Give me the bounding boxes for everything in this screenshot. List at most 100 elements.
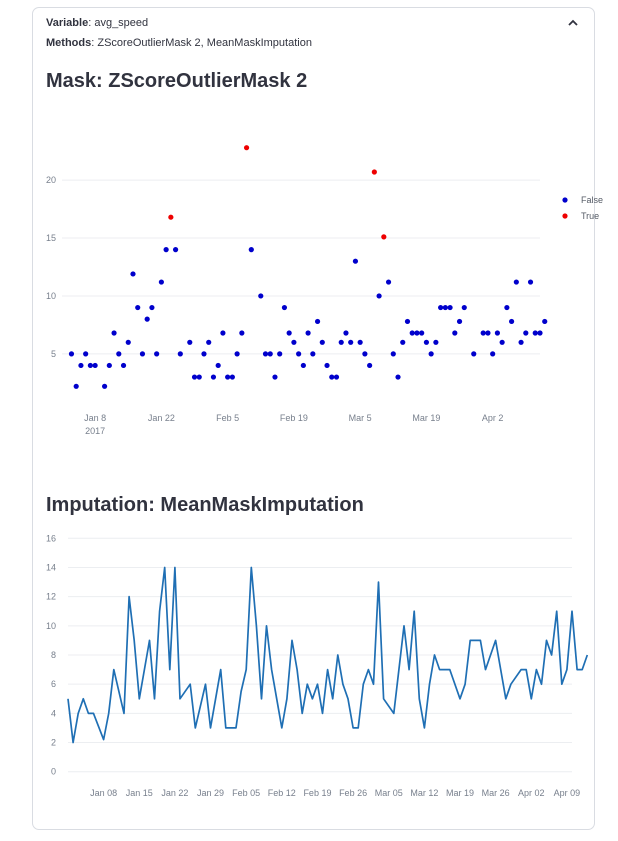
scatter-point-false (348, 339, 354, 345)
scatter-point-false (258, 293, 264, 299)
scatter-x-tick-label: Mar 5 (349, 413, 372, 423)
variable-line: Variable: avg_speed (46, 17, 149, 29)
scatter-point-false (442, 304, 448, 311)
variable-value: avg_speed (94, 17, 149, 29)
line-x-tick-label: Mar 05 (375, 788, 403, 798)
scatter-point-false (509, 318, 515, 325)
scatter-point-false (532, 330, 538, 336)
scatter-point-false (78, 362, 84, 369)
scatter-y-tick-label: 10 (46, 291, 56, 301)
scatter-point-false (206, 339, 212, 345)
scatter-point-false (272, 374, 278, 380)
scatter-x-tick-label: Apr 2 (482, 413, 504, 423)
imputation-chart-title: Imputation: MeanMaskImputation (46, 494, 364, 516)
variable-label: Variable (46, 17, 89, 29)
scatter-point-true (243, 145, 250, 151)
legend-label-true: True (581, 211, 599, 221)
line-y-tick-label: 4 (51, 708, 56, 718)
line-x-tick-label: Apr 02 (518, 788, 545, 798)
scatter-point-false (452, 330, 458, 336)
scatter-point-false (352, 258, 359, 264)
scatter-y-tick-label: 5 (51, 349, 56, 359)
scatter-point-false (130, 271, 136, 277)
line-y-tick-label: 6 (51, 679, 56, 689)
scatter-point-false (362, 351, 368, 357)
scatter-point-false (225, 374, 231, 380)
scatter-point-false (267, 351, 273, 357)
scatter-point-false (158, 279, 164, 285)
scatter-point-false (277, 351, 283, 357)
methods-line: Methods: ZScoreOutlierMask 2, MeanMaskIm… (46, 37, 312, 49)
line-y-tick-label: 16 (46, 533, 56, 543)
scatter-point-false (385, 279, 392, 285)
scatter-point-false (480, 330, 486, 336)
scatter-point-false (438, 304, 444, 311)
scatter-y-tick-label: 20 (46, 175, 56, 185)
scatter-point-false (461, 304, 467, 311)
chevron-up-icon[interactable] (566, 16, 580, 30)
scatter-x-tick-label: Feb 19 (280, 413, 308, 423)
scatter-point-false (191, 374, 198, 380)
scatter-point-false (537, 330, 543, 336)
scatter-point-false (296, 351, 302, 357)
line-x-tick-label: Feb 26 (339, 788, 367, 798)
scatter-y-tick-label: 15 (46, 233, 56, 243)
line-y-tick-label: 8 (51, 650, 56, 660)
methods-value: ZScoreOutlierMask 2, MeanMaskImputation (97, 37, 312, 49)
scatter-point-false (494, 330, 501, 336)
line-y-tick-label: 14 (46, 562, 56, 572)
scatter-x-tick-sublabel: 2017 (85, 426, 105, 436)
scatter-point-false (291, 339, 297, 345)
scatter-point-false (419, 330, 425, 336)
scatter-point-false (172, 247, 179, 253)
scatter-point-false (73, 383, 79, 389)
scatter-point-false (187, 339, 193, 345)
scatter-point-false (125, 339, 131, 345)
scatter-point-false (324, 362, 330, 369)
scatter-point-false (485, 330, 491, 336)
line-x-tick-label: Mar 12 (410, 788, 438, 798)
scatter-point-false (523, 330, 529, 336)
scatter-point-false (504, 304, 510, 311)
scatter-point-false (376, 293, 382, 299)
scatter-point-false (357, 339, 363, 345)
line-x-tick-label: Jan 08 (90, 788, 117, 798)
scatter-point-false (329, 374, 335, 380)
scatter-point-false (314, 318, 321, 325)
expander-card (32, 7, 595, 830)
line-x-tick-label: Mar 19 (446, 788, 474, 798)
scatter-point-false (409, 330, 415, 336)
scatter-point-false (281, 304, 288, 311)
scatter-point-false (286, 330, 292, 336)
line-x-tick-label: Jan 29 (197, 788, 224, 798)
scatter-point-false (471, 351, 477, 357)
scatter-point-false (433, 339, 439, 345)
scatter-point-false (149, 304, 155, 311)
scatter-point-false (499, 339, 505, 345)
scatter-point-false (234, 351, 240, 357)
line-y-tick-label: 10 (46, 621, 56, 631)
scatter-point-false (111, 330, 117, 336)
scatter-point-false (404, 318, 411, 325)
scatter-point-false (177, 351, 183, 357)
scatter-point-false (333, 374, 340, 380)
legend-label-false: False (581, 195, 603, 205)
scatter-x-tick-label: Feb 5 (216, 413, 239, 423)
scatter-point-false (229, 374, 235, 380)
scatter-point-false (239, 330, 245, 336)
scatter-point-false (120, 362, 127, 369)
line-x-tick-label: Feb 19 (303, 788, 331, 798)
methods-label: Methods (46, 37, 92, 49)
line-x-tick-label: Apr 09 (554, 788, 581, 798)
line-y-tick-label: 0 (51, 767, 56, 777)
scatter-point-false (456, 318, 463, 325)
scatter-point-false (101, 383, 108, 389)
line-x-tick-label: Mar 26 (482, 788, 510, 798)
scatter-point-false (154, 351, 160, 357)
line-x-tick-label: Jan 15 (126, 788, 153, 798)
scatter-point-false (300, 362, 306, 369)
line-x-tick-label: Feb 12 (268, 788, 296, 798)
legend-marker-false (562, 197, 568, 203)
scatter-point-false (490, 351, 496, 357)
